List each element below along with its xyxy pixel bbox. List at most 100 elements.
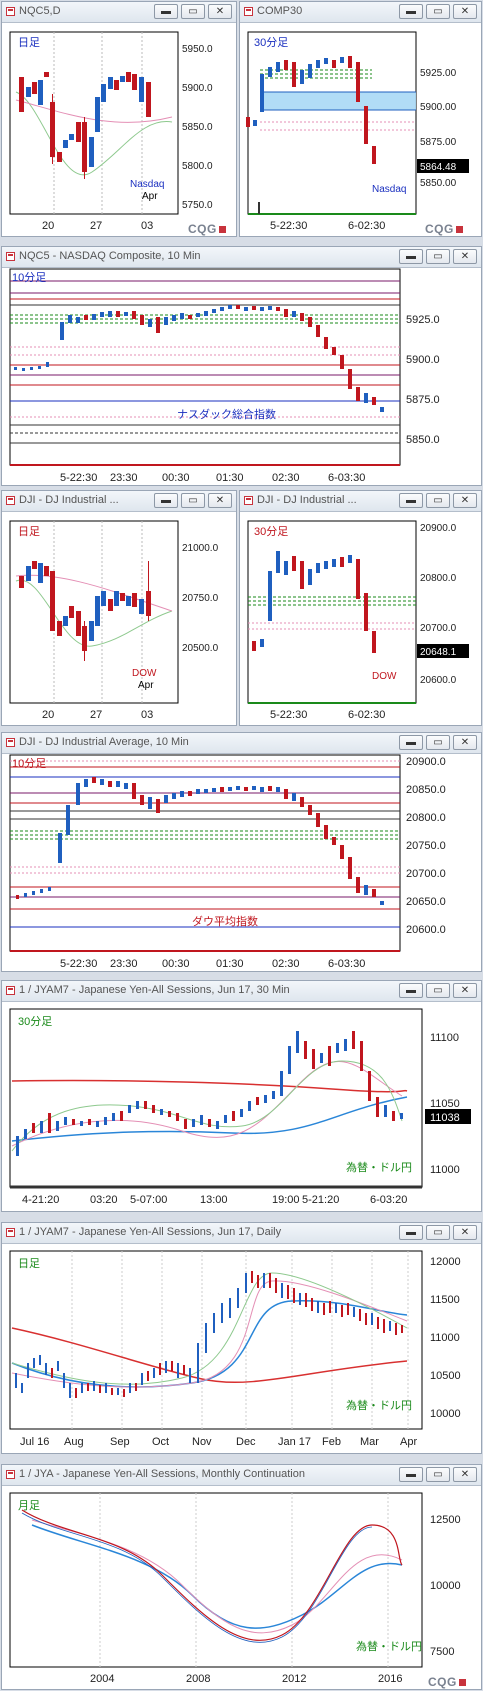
x-tick: 2008 [186, 1673, 210, 1685]
x-tick: Apr [400, 1436, 417, 1448]
cqg-logo: CQG [428, 1675, 466, 1689]
last-price-box [417, 159, 469, 173]
title-bar[interactable]: 1 / JYA - Japanese Yen-All Sessions, Mon… [2, 1465, 481, 1486]
y-tick: 5875.00 [420, 137, 457, 148]
price-chart[interactable]: 30分足 為替・ドル円 11100 11050 11000 11038 4-21… [2, 1001, 481, 1211]
close-button[interactable]: ✕ [453, 1467, 477, 1482]
x-tick: 27 [90, 220, 102, 232]
title-bar[interactable]: DJI - DJ Industrial Average, 10 Min ▬ ▭ ✕ [2, 733, 481, 754]
chart-window-dji-10min[interactable]: DJI - DJ Industrial Average, 10 Min ▬ ▭ ✕ [1, 732, 482, 972]
title-bar[interactable]: DJI - DJ Industrial ... ▬ ▭ ✕ [2, 491, 236, 512]
x-axis: Jul 16 Aug Sep Oct Nov Dec Jan 17 Feb Ma… [20, 1436, 417, 1448]
price-chart[interactable]: 月足 為替・ドル円 12500 10000 7500 2004 2008 201… [2, 1485, 481, 1689]
y-tick: 20600.0 [406, 924, 446, 936]
x-tick: 20 [42, 709, 54, 721]
y-axis: 20900.0 20850.0 20800.0 20750.0 20700.0 … [406, 756, 446, 936]
price-chart[interactable]: 日足 為替・ドル円 12000 11500 11000 10500 10000 … [2, 1243, 481, 1453]
chart-window-comp30[interactable]: COMP30 ▬ ▭ ✕ [239, 1, 482, 237]
last-price-box [417, 644, 469, 658]
app-icon [244, 496, 253, 505]
chart-window-jyam7-daily[interactable]: 1 / JYAM7 - Japanese Yen-All Sessions, J… [1, 1222, 482, 1454]
restore-button[interactable]: ▭ [426, 1467, 450, 1482]
close-button[interactable]: ✕ [453, 4, 477, 19]
close-button[interactable]: ✕ [453, 249, 477, 264]
fx-label: 為替・ドル円 [346, 1160, 412, 1174]
minimize-button[interactable]: ▬ [399, 1467, 423, 1482]
y-tick: 11500 [430, 1294, 460, 1306]
app-icon [6, 1228, 15, 1237]
x-tick: 02:30 [272, 958, 300, 970]
app-icon [6, 738, 15, 747]
x-tick: 6-03:20 [370, 1194, 407, 1206]
x-tick: 5-22:30 [60, 958, 97, 970]
last-price: 5864.48 [420, 162, 457, 173]
restore-button[interactable]: ▭ [181, 4, 205, 19]
restore-button[interactable]: ▭ [426, 983, 450, 998]
x-tick: 4-21:20 [22, 1194, 59, 1206]
close-button[interactable]: ✕ [453, 983, 477, 998]
minimize-button[interactable]: ▬ [399, 1225, 423, 1240]
restore-button[interactable]: ▭ [426, 249, 450, 264]
x-tick: 01:30 [216, 958, 244, 970]
close-button[interactable]: ✕ [453, 1225, 477, 1240]
y-tick: 5925.00 [420, 68, 457, 79]
restore-button[interactable]: ▭ [426, 735, 450, 750]
minimize-button[interactable]: ▬ [399, 4, 423, 19]
period-label: 30分足 [18, 1015, 52, 1028]
restore-button[interactable]: ▭ [426, 1225, 450, 1240]
cqg-logo: CQG [188, 222, 226, 236]
title-bar[interactable]: DJI - DJ Industrial ... ▬ ▭ ✕ [240, 491, 481, 512]
chart-window-jya-monthly[interactable]: 1 / JYA - Japanese Yen-All Sessions, Mon… [1, 1464, 482, 1690]
close-button[interactable]: ✕ [453, 493, 477, 508]
fx-label: 為替・ドル円 [346, 1398, 412, 1412]
x-tick: 03 [141, 220, 153, 232]
restore-button[interactable]: ▭ [181, 493, 205, 508]
y-tick: 20650.0 [406, 896, 446, 908]
restore-button[interactable]: ▭ [426, 4, 450, 19]
minimize-button[interactable]: ▬ [399, 983, 423, 998]
minimize-button[interactable]: ▬ [154, 493, 178, 508]
y-axis: 5925.0 5900.0 5875.0 5850.0 [406, 314, 440, 446]
title-bar[interactable]: COMP30 ▬ ▭ ✕ [240, 2, 481, 23]
app-icon [6, 986, 15, 995]
price-chart[interactable]: 日足 Nasdaq Apr 5950.0 5900.0 5850.0 5800.… [2, 22, 236, 236]
title-bar[interactable]: 1 / JYAM7 - Japanese Yen-All Sessions, J… [2, 981, 481, 1002]
price-chart[interactable]: 30分足 DOW 20900.0 20800.0 20700.0 20600.0… [240, 511, 481, 725]
close-button[interactable]: ✕ [208, 4, 232, 19]
app-icon [244, 7, 253, 16]
price-chart[interactable]: 日足 DOW Apr 21000.0 20750.0 20500.0 20 27… [2, 511, 236, 725]
title-bar[interactable]: 1 / JYAM7 - Japanese Yen-All Sessions, J… [2, 1223, 481, 1244]
period-label: 日足 [18, 1258, 40, 1270]
chart-window-dji-30min[interactable]: DJI - DJ Industrial ... ▬ ▭ ✕ [239, 490, 482, 726]
market-label: DOW [372, 671, 397, 682]
y-axis: 11100 11050 11000 [430, 1032, 460, 1176]
minimize-button[interactable]: ▬ [399, 493, 423, 508]
x-axis: 2004 2008 2012 2016 [90, 1673, 402, 1685]
last-price-box [425, 1109, 471, 1124]
minimize-button[interactable]: ▬ [399, 249, 423, 264]
chart-window-nasdaq-10min[interactable]: NQC5 - NASDAQ Composite, 10 Min ▬ ▭ ✕ [1, 246, 482, 486]
x-tick: 23:30 [110, 958, 138, 970]
y-axis: 21000.0 20750.0 20500.0 [182, 543, 219, 654]
chart-window-dji-daily[interactable]: DJI - DJ Industrial ... ▬ ▭ ✕ [1, 490, 237, 726]
x-axis: 5-22:30 6-02:30 [270, 220, 385, 232]
close-button[interactable]: ✕ [453, 735, 477, 750]
title-bar[interactable]: NQC5,D ▬ ▭ ✕ [2, 2, 236, 23]
close-button[interactable]: ✕ [208, 493, 232, 508]
market-label: DOW [132, 668, 157, 679]
y-tick: 5850.00 [420, 178, 457, 189]
price-chart[interactable]: 10分足 ナスダック総合指数 5925.0 5900.0 5875.0 5850… [2, 267, 481, 485]
window-title: 1 / JYAM7 - Japanese Yen-All Sessions, J… [19, 984, 290, 996]
chart-window-nqc5-daily[interactable]: NQC5,D ▬ ▭ ✕ [1, 1, 237, 237]
market-label: Nasdaq [372, 184, 406, 195]
x-tick: Mar [360, 1436, 379, 1448]
minimize-button[interactable]: ▬ [154, 4, 178, 19]
chart-window-jyam7-30min[interactable]: 1 / JYAM7 - Japanese Yen-All Sessions, J… [1, 980, 482, 1212]
x-tick: 2016 [378, 1673, 402, 1685]
restore-button[interactable]: ▭ [426, 493, 450, 508]
price-chart[interactable]: 30分足 Nasdaq 5925.00 5900.00 5875.00 5850… [240, 22, 481, 236]
title-bar[interactable]: NQC5 - NASDAQ Composite, 10 Min ▬ ▭ ✕ [2, 247, 481, 268]
minimize-button[interactable]: ▬ [399, 735, 423, 750]
price-chart[interactable]: 10分足 ダウ平均指数 20900.0 20850.0 20800.0 2075… [2, 753, 481, 971]
x-tick: 00:30 [162, 958, 190, 970]
